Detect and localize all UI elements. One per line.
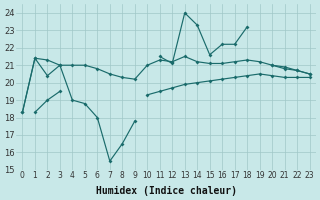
X-axis label: Humidex (Indice chaleur): Humidex (Indice chaleur) xyxy=(95,186,236,196)
